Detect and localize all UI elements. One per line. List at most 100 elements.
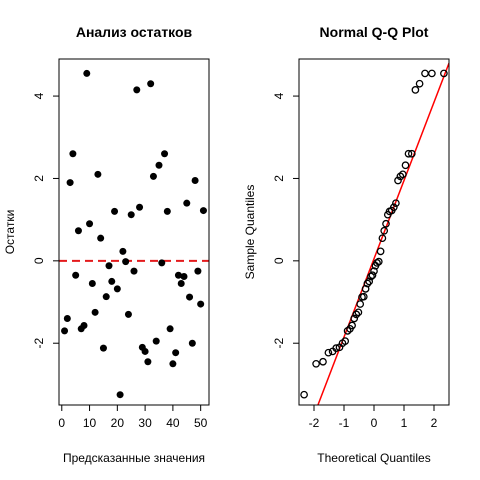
data-point [61,327,69,335]
data-point [97,234,105,242]
data-point [133,86,141,94]
y-tick-label: -2 [32,338,46,349]
x-tick-label: 1 [401,416,408,430]
data-point [348,321,356,330]
data-point [440,69,448,78]
data-point [392,199,400,208]
data-point [80,322,88,330]
x-tick-label: 40 [166,416,180,430]
data-point [359,292,368,301]
data-point [63,315,71,322]
data-point [380,226,389,235]
data-point [161,150,169,158]
data-point [378,234,387,243]
y-tick-label: 2 [272,175,286,182]
data-point [99,344,107,352]
data-point [177,279,185,287]
data-point [191,177,199,185]
data-point [130,267,138,275]
x-tick-label: 30 [138,416,152,430]
x-tick-label: 0 [371,416,378,430]
data-point [374,257,383,266]
data-point [394,176,402,185]
data-point [163,207,171,215]
data-point [155,161,163,169]
data-point [149,172,157,180]
data-point [382,219,390,228]
data-point [356,300,365,308]
data-point [197,300,205,308]
data-point [368,271,377,280]
data-point [312,359,320,368]
data-point [188,339,196,347]
x-tick-label: 50 [194,416,208,430]
data-point [158,259,166,267]
x-tick-label: 0 [58,416,65,430]
data-point [119,247,127,255]
data-point [350,314,359,323]
y-tick-label: 4 [32,92,46,99]
data-point [411,86,420,94]
data-point [69,150,77,158]
chart-title: Normal Q-Q Plot [320,24,429,40]
y-tick-label: 0 [32,257,46,264]
data-point [108,277,116,285]
data-point [116,391,124,399]
data-point [152,337,160,345]
data-point [186,293,194,301]
data-point [421,69,429,78]
data-point [428,69,436,78]
data-point [102,293,110,301]
data-point [407,149,416,158]
chart-title: Анализ остатков [76,24,193,40]
x-tick-label: -1 [339,416,350,430]
data-point [111,207,119,215]
data-point [91,308,99,316]
data-point [172,349,180,357]
data-point [74,227,82,235]
y-tick-label: 4 [272,92,286,99]
data-point [199,207,207,215]
data-point [113,285,121,293]
data-point [373,259,381,267]
data-point [136,203,144,211]
data-point [183,199,191,207]
data-point [365,277,374,286]
data-point [174,271,182,279]
data-point [86,220,94,228]
data-point [352,310,361,319]
data-point [72,271,80,279]
residuals-panel: Анализ остатков Предсказанные значения О… [3,24,210,465]
data-point [389,203,398,212]
data-point [166,325,174,333]
data-point [105,262,113,270]
data-point [363,279,372,288]
data-point [147,80,155,88]
data-point [324,348,333,357]
y-axis-label: Sample Quantiles [243,185,257,280]
qq-panel: Normal Q-Q Plot Theoretical Quantiles Sa… [243,24,450,465]
data-point [376,247,385,256]
data-point [401,161,410,170]
y-tick-label: 0 [272,257,286,264]
data-point [83,69,91,77]
data-point [169,360,177,368]
data-point [404,149,413,158]
y-axis-label: Остатки [3,210,17,255]
data-point [370,267,378,275]
data-point [341,337,350,346]
data-point [144,358,152,366]
data-point [94,170,102,178]
data-point [66,179,74,187]
plot-frame [298,58,450,406]
data-point [300,390,308,399]
data-point [124,310,132,318]
data-point [194,267,202,275]
data-point [398,170,407,179]
data-point [415,79,424,88]
x-tick-label: 20 [111,416,125,430]
y-tick-label: 2 [32,175,46,182]
y-tick-label: -2 [272,338,286,349]
data-point [141,347,149,355]
